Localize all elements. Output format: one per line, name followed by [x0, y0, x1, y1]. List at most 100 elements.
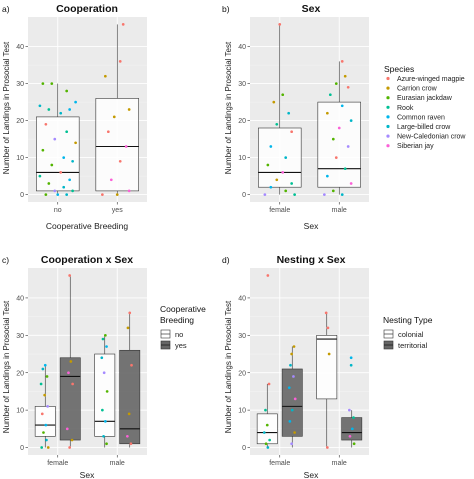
- panel-d-point: [326, 326, 330, 330]
- panel-c-point: [70, 438, 74, 442]
- panel-a-point: [65, 89, 69, 93]
- panel-d-point: [266, 446, 270, 449]
- panel-a-point: [65, 130, 69, 134]
- panel-c-point: [42, 431, 45, 434]
- panel-a-point: [44, 122, 48, 126]
- panel-a-point: [65, 193, 69, 196]
- panel-d-box: [256, 413, 278, 445]
- nesting-legend: Nesting Type colonial territorial: [383, 315, 433, 350]
- panel-b-point: [275, 122, 279, 126]
- panel-a-point: [44, 193, 48, 196]
- panel-b-point: [343, 167, 347, 171]
- panel-d-ylabel: Number of Landings in Prosocial Test: [224, 300, 233, 433]
- species-legend-key: [386, 134, 390, 138]
- panel-b-title: Sex: [302, 3, 321, 15]
- panel-d-box: [316, 335, 338, 400]
- panel-d-point: [348, 408, 351, 412]
- panel-c-ytick-label: 40: [16, 296, 24, 303]
- panel-c-point: [105, 442, 108, 446]
- coop-legend-label-no: no: [175, 330, 183, 339]
- panel-c-tag: c): [2, 255, 9, 265]
- panel-a-title: Cooperation: [56, 3, 118, 15]
- panel-d-ytick-label: 0: [242, 445, 246, 452]
- panel-c-box: [119, 349, 141, 445]
- panel-d-point: [288, 419, 292, 423]
- panel-c-point: [45, 438, 48, 442]
- panel-d-ytick-label: 20: [238, 370, 246, 377]
- panel-c-point: [126, 434, 129, 438]
- panel-d-point: [290, 352, 293, 356]
- nesting-legend-label-territorial: territorial: [398, 341, 428, 350]
- panel-a-point: [56, 193, 60, 196]
- panel-b-point: [340, 60, 344, 63]
- panel-a-point: [38, 174, 42, 178]
- coop-legend: Cooperative Breeding no yes: [160, 304, 206, 350]
- panel-d-point: [290, 442, 293, 446]
- panel-b-point: [266, 163, 270, 167]
- panel-d-point: [348, 434, 352, 438]
- panel-b-point: [334, 82, 338, 85]
- panel-d-point: [350, 427, 354, 431]
- panel-c-ylabel: Number of Landings in Prosocial Test: [2, 300, 11, 433]
- panel-a-point: [41, 82, 45, 85]
- panel-c-plot: 0 10 20 30 40 female male: [16, 268, 147, 467]
- panel-b-box: [317, 101, 361, 188]
- panel-c-point: [65, 427, 69, 431]
- panel-c-point: [69, 360, 73, 363]
- panel-d-ytick-label: 30: [238, 333, 246, 340]
- panel-a-plot: 0 10 20 30 40 no yes: [16, 17, 147, 214]
- species-legend-key: [386, 86, 390, 90]
- panel-c-ytick-label: 10: [16, 408, 24, 415]
- panel-c-point: [46, 446, 50, 449]
- panel-c-point: [100, 356, 104, 360]
- panel-c-ytick-label: 30: [16, 333, 24, 340]
- panel-a-point: [127, 108, 131, 111]
- panel-a-point: [106, 130, 110, 134]
- species-legend-label: Eurasian jackdaw: [397, 95, 453, 102]
- panel-c-point: [41, 367, 45, 371]
- panel-c-point: [101, 337, 105, 341]
- panel-b-ytick-label: 40: [238, 44, 246, 51]
- panel-c-point: [40, 412, 44, 416]
- panel-b-point: [326, 111, 329, 115]
- panel-a-point: [118, 60, 122, 63]
- panel-d-ytick-label: 10: [238, 408, 246, 415]
- panel-a-point: [121, 23, 125, 26]
- panel-c-point: [71, 382, 74, 386]
- coop-legend-title-line1: Cooperative: [160, 304, 206, 314]
- panel-d-point: [326, 446, 329, 449]
- panel-b-point: [275, 178, 279, 182]
- panel-b-point: [281, 93, 285, 97]
- panel-c-point: [40, 446, 44, 449]
- panel-b-point: [284, 156, 288, 159]
- panel-c-box: [34, 406, 56, 437]
- panel-b-xtick-label: female: [269, 207, 290, 214]
- panel-d-point: [349, 363, 353, 367]
- species-legend-label: Siberian jay: [397, 143, 434, 150]
- panel-b-point: [272, 100, 276, 104]
- panel-a-point: [115, 193, 119, 196]
- species-legend-label: Large-billed crow: [397, 124, 451, 131]
- panel-a-point: [104, 74, 107, 78]
- panel-a-xlabel: Cooperative Breeding: [46, 221, 128, 231]
- species-legend-label: Carrion crow: [397, 86, 438, 93]
- panel-c-point: [39, 382, 43, 386]
- panel-b-plot: 0 10 20 30 40 female male: [238, 17, 369, 214]
- panel-d-tag: d): [222, 255, 230, 265]
- panel-b-tag: b): [222, 4, 230, 14]
- panel-a-point: [68, 108, 71, 111]
- panel-a-point: [127, 189, 131, 193]
- panel-d-ytick-label: 40: [238, 296, 246, 303]
- panel-b-ylabel: Number of Landings in Prosocial Test: [224, 41, 233, 174]
- panel-c-ytick-label: 20: [16, 370, 24, 377]
- panel-b-point: [290, 182, 293, 185]
- panel-d-point: [324, 311, 328, 315]
- panel-a-point: [59, 111, 63, 115]
- panel-a-point: [50, 163, 54, 167]
- panel-a-ylabel: Number of Landings in Prosocial Test: [2, 41, 11, 174]
- panel-a-point: [62, 156, 66, 159]
- panel-c-point: [102, 371, 106, 375]
- species-legend-label: New-Caledonian crow: [397, 134, 466, 141]
- panel-d-point: [293, 397, 297, 401]
- panel-c-point: [104, 419, 107, 423]
